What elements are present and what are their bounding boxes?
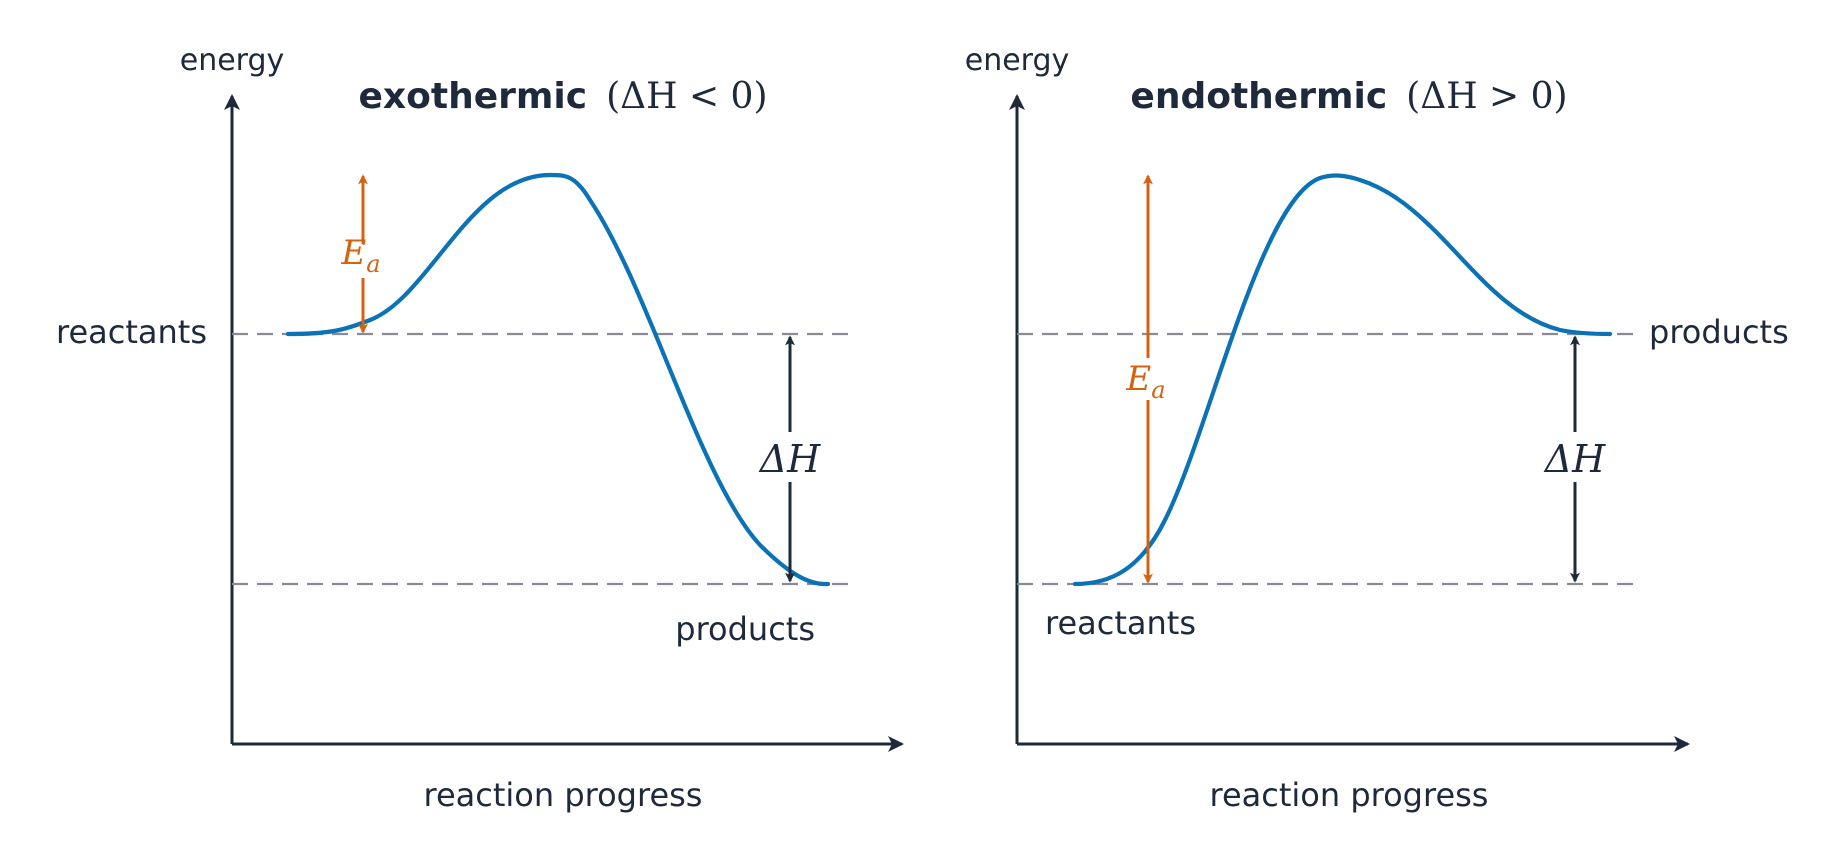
exothermic-panel: energy reaction progress exothermic (ΔH …: [56, 43, 904, 814]
exo-reactants-label: reactants: [56, 313, 207, 351]
exo-products-label: products: [675, 610, 815, 648]
endo-reactants-label: reactants: [1045, 604, 1196, 642]
endo-title: endothermic (ΔH > 0): [1130, 76, 1567, 117]
endo-enthalpy-label: ΔH: [1543, 437, 1606, 481]
exo-title-word: exothermic: [358, 76, 587, 117]
exo-x-axis-label: reaction progress: [424, 776, 703, 814]
endo-title-condition: (ΔH > 0): [1406, 76, 1567, 117]
exo-activation-label: Ea: [340, 233, 380, 278]
endo-y-axis-label: energy: [965, 43, 1070, 78]
endo-title-word: endothermic: [1130, 76, 1387, 117]
endo-activation-label: Ea: [1125, 359, 1165, 404]
exo-enthalpy-label: ΔH: [758, 437, 821, 481]
endothermic-panel: energy reaction progress endothermic (ΔH…: [965, 43, 1789, 814]
endo-products-label: products: [1649, 313, 1789, 351]
exo-title-condition: (ΔH < 0): [606, 76, 767, 117]
exo-energy-curve: [285, 172, 831, 587]
exo-title: exothermic (ΔH < 0): [358, 76, 767, 117]
endo-x-axis-label: reaction progress: [1210, 776, 1489, 814]
endo-energy-curve: [1072, 173, 1613, 587]
exo-y-axis-label: energy: [180, 43, 285, 78]
